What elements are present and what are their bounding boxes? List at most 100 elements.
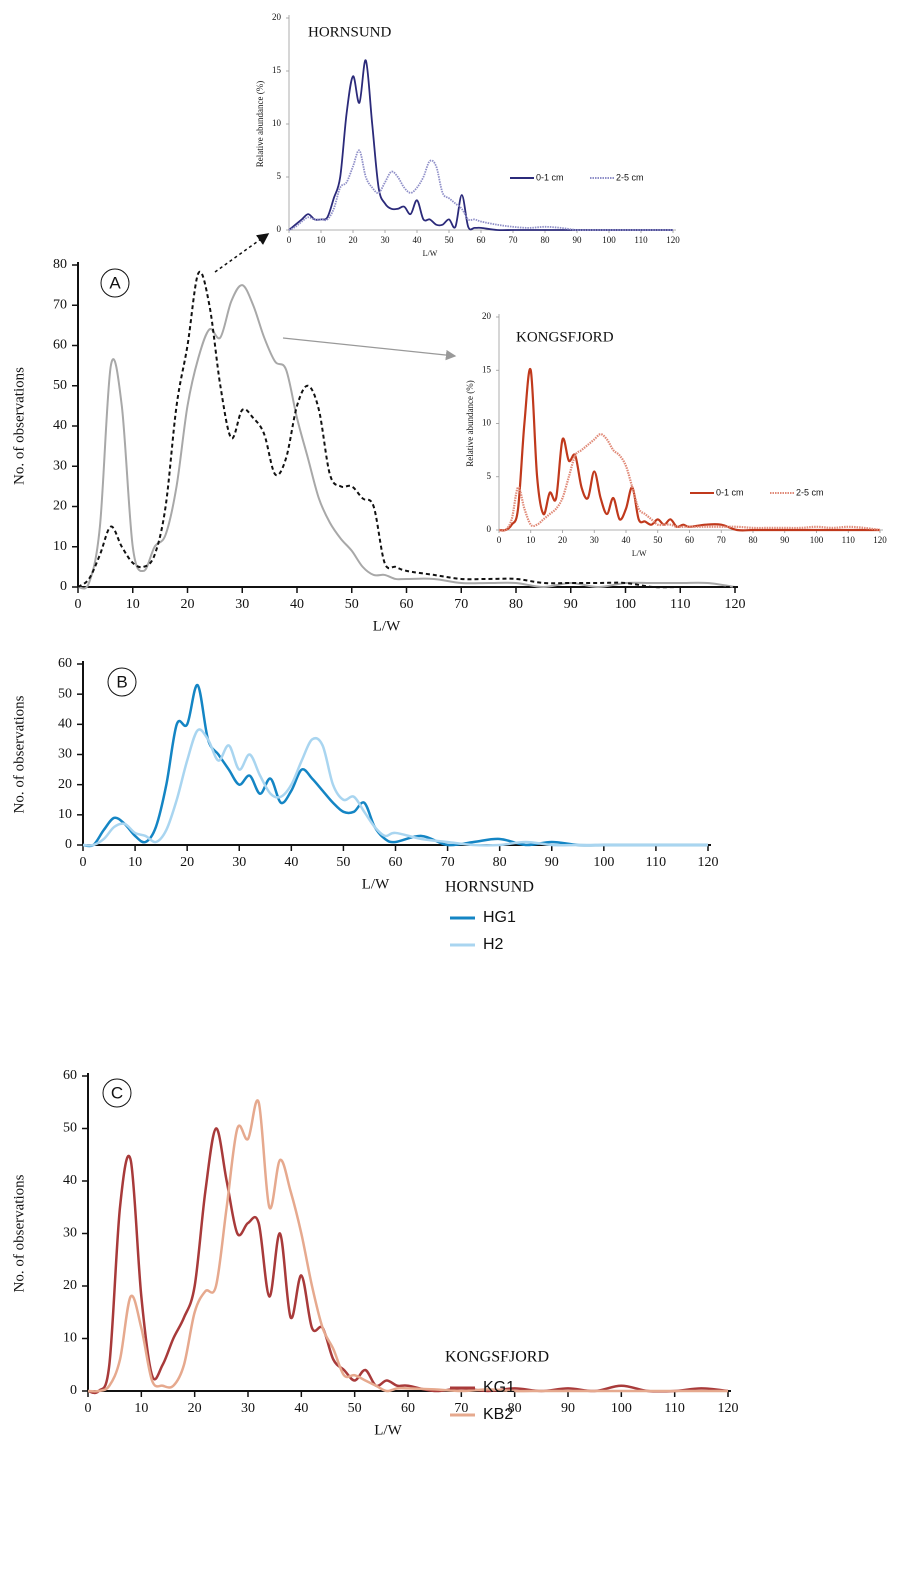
y-tick-label: 50 xyxy=(58,686,72,701)
series-line xyxy=(77,284,736,590)
y-tick-label: 10 xyxy=(272,118,282,128)
x-axis-label: L/W xyxy=(362,876,390,892)
chart-title: HORNSUND xyxy=(308,24,392,40)
panel-label: B xyxy=(116,672,127,691)
y-axis-label: Relative abundance (%) xyxy=(465,380,475,466)
x-tick-label: 80 xyxy=(509,597,523,612)
x-tick-label: 30 xyxy=(241,1401,255,1416)
x-tick-label: 120 xyxy=(698,855,719,870)
y-tick-label: 10 xyxy=(58,807,72,822)
x-axis-label: L/W xyxy=(374,1422,402,1438)
y-tick-label: 40 xyxy=(58,717,72,732)
x-tick-label: 60 xyxy=(389,855,403,870)
panel-circle xyxy=(107,667,137,697)
x-tick-label: 80 xyxy=(541,235,551,245)
y-tick-label: 0 xyxy=(65,837,72,852)
y-tick-label: 15 xyxy=(482,364,492,374)
x-tick-label: 60 xyxy=(401,1401,415,1416)
y-tick-label: 20 xyxy=(58,777,72,792)
y-tick-label: 50 xyxy=(63,1121,77,1136)
x-tick-label: 20 xyxy=(181,597,195,612)
y-tick-label: 5 xyxy=(277,171,282,181)
x-tick-label: 100 xyxy=(593,855,614,870)
y-tick-label: 30 xyxy=(53,458,67,473)
series-line xyxy=(77,270,735,589)
legend-label: HG1 xyxy=(483,909,516,926)
legend-label: H2 xyxy=(483,936,504,953)
x-tick-label: 10 xyxy=(128,855,142,870)
y-tick-label: 0 xyxy=(70,1383,77,1398)
legend-title: HORNSUND xyxy=(445,879,534,896)
y-tick-label: 60 xyxy=(53,338,67,353)
legend-label: 2-5 cm xyxy=(616,172,644,182)
y-tick-label: 20 xyxy=(63,1278,77,1293)
y-tick-label: 40 xyxy=(63,1173,77,1188)
x-tick-label: 10 xyxy=(134,1401,148,1416)
x-tick-label: 30 xyxy=(232,855,246,870)
y-tick-label: 30 xyxy=(63,1226,77,1241)
x-tick-label: 20 xyxy=(558,535,568,545)
y-tick-label: 20 xyxy=(53,499,67,514)
y-axis-label: No. of observations xyxy=(11,695,27,813)
legend-title: KONGSFJORD xyxy=(445,1349,549,1366)
x-tick-label: 40 xyxy=(622,535,632,545)
y-tick-label: 5 xyxy=(487,471,492,481)
x-tick-label: 70 xyxy=(454,597,468,612)
x-tick-label: 100 xyxy=(602,235,616,245)
x-tick-label: 110 xyxy=(842,535,856,545)
y-tick-label: 0 xyxy=(487,524,492,534)
x-tick-label: 100 xyxy=(611,1401,632,1416)
series-line xyxy=(82,728,708,847)
x-axis-label: L/W xyxy=(632,549,647,558)
x-tick-label: 0 xyxy=(80,855,87,870)
x-tick-label: 0 xyxy=(497,535,502,545)
y-tick-label: 60 xyxy=(58,656,72,671)
x-tick-label: 0 xyxy=(75,597,82,612)
x-tick-label: 60 xyxy=(400,597,414,612)
arrow xyxy=(282,337,457,361)
legend-label: KB2 xyxy=(483,1406,513,1423)
y-axis-label: No. of observations xyxy=(11,367,27,485)
y-tick-label: 10 xyxy=(482,418,492,428)
x-tick-label: 90 xyxy=(780,535,790,545)
x-tick-label: 10 xyxy=(317,235,327,245)
x-tick-label: 110 xyxy=(634,235,648,245)
x-tick-label: 120 xyxy=(725,597,746,612)
x-tick-label: 120 xyxy=(873,535,887,545)
x-tick-label: 10 xyxy=(126,597,140,612)
x-tick-label: 100 xyxy=(810,535,824,545)
series-line xyxy=(288,149,673,232)
x-tick-label: 70 xyxy=(441,855,455,870)
x-tick-label: 120 xyxy=(666,235,680,245)
legend-label: KG1 xyxy=(483,1379,515,1396)
y-tick-label: 60 xyxy=(63,1068,77,1083)
x-tick-label: 90 xyxy=(561,1401,575,1416)
panel-label: C xyxy=(111,1083,123,1102)
series-line xyxy=(498,433,881,532)
x-tick-label: 110 xyxy=(670,597,690,612)
x-tick-label: 50 xyxy=(345,597,359,612)
y-axis-label: Relative abundance (%) xyxy=(255,81,265,167)
x-tick-label: 60 xyxy=(477,235,487,245)
x-tick-label: 80 xyxy=(493,855,507,870)
x-tick-label: 90 xyxy=(545,855,559,870)
y-tick-label: 30 xyxy=(58,747,72,762)
panel-label: A xyxy=(109,273,121,292)
x-tick-label: 30 xyxy=(590,535,600,545)
y-tick-label: 10 xyxy=(53,539,67,554)
y-tick-label: 0 xyxy=(277,224,282,234)
x-tick-label: 40 xyxy=(294,1401,308,1416)
x-axis-label: L/W xyxy=(423,249,438,258)
x-tick-label: 50 xyxy=(336,855,350,870)
series-line xyxy=(82,683,708,848)
x-tick-label: 20 xyxy=(180,855,194,870)
chart-title: KONGSFJORD xyxy=(516,329,614,345)
y-tick-label: 80 xyxy=(53,257,67,272)
series-line xyxy=(87,1127,729,1395)
x-axis-label: L/W xyxy=(373,618,401,634)
x-tick-label: 10 xyxy=(526,535,536,545)
x-tick-label: 40 xyxy=(413,235,423,245)
x-tick-label: 50 xyxy=(348,1401,362,1416)
x-tick-label: 0 xyxy=(85,1401,92,1416)
